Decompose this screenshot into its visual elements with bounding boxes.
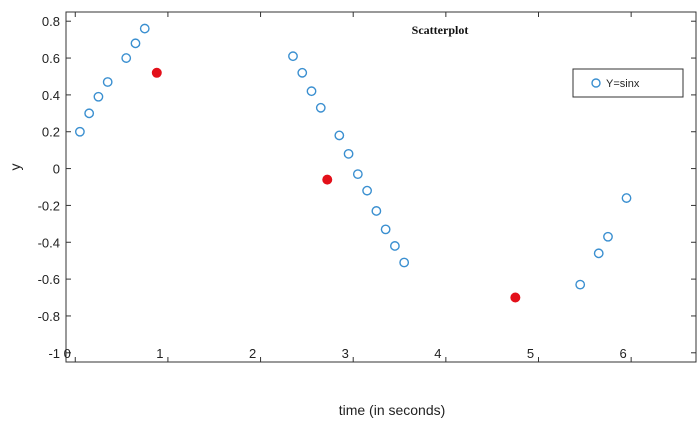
data-point bbox=[306, 86, 317, 97]
data-point bbox=[84, 108, 95, 119]
data-point bbox=[399, 257, 410, 268]
tick-group: 0.8 0.6 0.4 0.2 0 -0.2 -0.4 -0.6 -0.8 -1 0 1 2 3 4 5 6 bbox=[38, 12, 696, 362]
data-point bbox=[334, 130, 345, 141]
y-tick-label: -0.8 bbox=[38, 309, 60, 324]
x-tick-label: 4 bbox=[434, 346, 441, 361]
data-point bbox=[343, 148, 354, 159]
data-point bbox=[121, 53, 132, 63]
highlight-point bbox=[322, 174, 333, 185]
y-tick-label: -0.2 bbox=[38, 198, 60, 213]
y-tick-label: 0.6 bbox=[42, 51, 60, 66]
x-tick-label: 3 bbox=[342, 346, 349, 361]
x-tick-label: 0 bbox=[64, 346, 71, 361]
data-point bbox=[297, 67, 308, 78]
data-point bbox=[352, 169, 363, 180]
data-point bbox=[603, 231, 613, 242]
data-point bbox=[74, 126, 85, 137]
data-point bbox=[102, 77, 113, 87]
data-point bbox=[288, 51, 298, 62]
x-tick-label: 1 bbox=[156, 346, 163, 361]
data-point bbox=[315, 102, 326, 113]
highlight-point bbox=[510, 292, 521, 303]
y-tick-label: 0.8 bbox=[42, 14, 60, 29]
data-point bbox=[380, 224, 391, 235]
data-point bbox=[362, 185, 373, 196]
x-tick-label: 5 bbox=[527, 346, 534, 361]
y-tick-label: -1 bbox=[48, 346, 60, 361]
data-point bbox=[371, 206, 382, 216]
y-tick-label: 0.2 bbox=[42, 125, 60, 140]
data-point bbox=[575, 279, 586, 290]
data-point bbox=[130, 38, 141, 49]
y-tick-label: -0.4 bbox=[38, 235, 60, 250]
highlight-point bbox=[151, 67, 162, 78]
data-point bbox=[389, 241, 400, 251]
data-point bbox=[621, 193, 632, 203]
x-tick-label: 6 bbox=[620, 346, 627, 361]
y-axis-label: y bbox=[7, 164, 23, 171]
data-point bbox=[593, 248, 604, 259]
x-axis-label: time (in seconds) bbox=[339, 402, 446, 418]
x-tick-label: 2 bbox=[249, 346, 256, 361]
legend-marker-icon bbox=[591, 78, 601, 88]
data-point bbox=[93, 91, 104, 102]
y-tick-label: -0.6 bbox=[38, 272, 60, 287]
y-tick-label: 0 bbox=[53, 162, 60, 177]
y-tick-label: 0.4 bbox=[42, 88, 60, 103]
data-point bbox=[139, 23, 150, 34]
data-points bbox=[74, 23, 632, 303]
legend-label: Y=sinx bbox=[606, 78, 640, 90]
legend: Y=sinx bbox=[572, 68, 684, 98]
chart-title: Scatterplot bbox=[412, 23, 469, 37]
plot-frame bbox=[65, 11, 697, 363]
